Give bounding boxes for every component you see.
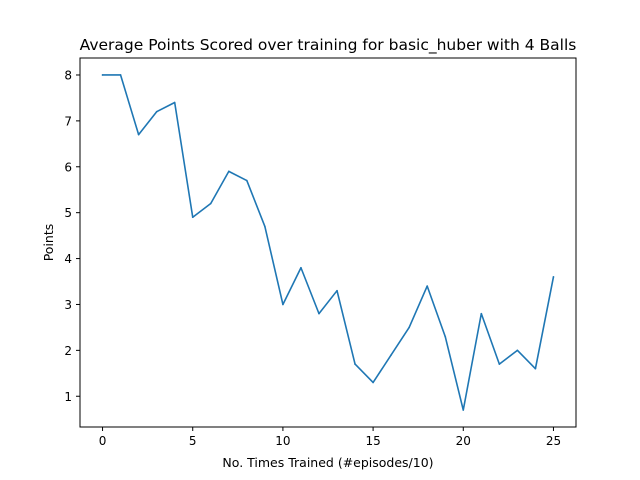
data-point xyxy=(282,303,284,306)
data-point xyxy=(246,179,248,182)
data-point xyxy=(444,335,447,338)
plot-area xyxy=(101,74,555,411)
data-point xyxy=(390,354,392,356)
y-axis-label: Points xyxy=(41,224,56,262)
series-line-0 xyxy=(101,74,555,411)
y-tick-label: 7 xyxy=(64,114,72,128)
data-point xyxy=(300,266,302,269)
data-point xyxy=(318,312,320,315)
x-tick-label: 20 xyxy=(456,434,471,448)
data-point xyxy=(101,74,104,76)
y-tick-label: 5 xyxy=(64,206,72,220)
axes-frame xyxy=(79,57,577,428)
chart-title: Average Points Scored over training for … xyxy=(80,36,577,55)
data-point xyxy=(228,170,230,173)
data-point xyxy=(552,276,555,278)
y-tick-label: 3 xyxy=(64,298,72,312)
data-point xyxy=(354,363,356,365)
data-point xyxy=(336,289,338,292)
data-point xyxy=(462,409,465,411)
x-axis-label: No. Times Trained (#episodes/10) xyxy=(222,455,433,470)
data-point xyxy=(498,363,501,365)
data-point xyxy=(191,216,194,219)
x-axis: 0 5 10 15 20 25 xyxy=(99,427,561,448)
x-tick-label: 5 xyxy=(189,434,197,448)
x-tick-label: 10 xyxy=(275,434,290,448)
data-point xyxy=(209,202,212,205)
data-point xyxy=(155,110,158,113)
data-point xyxy=(372,381,374,384)
data-point xyxy=(426,285,429,287)
y-tick-label: 6 xyxy=(64,160,72,174)
data-point xyxy=(264,225,266,228)
x-tick-label: 0 xyxy=(99,434,107,448)
y-tick-label: 2 xyxy=(64,344,72,358)
data-point xyxy=(408,326,410,329)
y-axis: 1 2 3 4 5 6 7 8 xyxy=(64,68,80,404)
y-tick-label: 4 xyxy=(64,252,72,266)
x-tick-label: 25 xyxy=(546,434,561,448)
data-point xyxy=(119,74,122,76)
x-tick-label: 15 xyxy=(365,434,380,448)
data-point xyxy=(516,349,519,352)
data-point xyxy=(137,133,140,136)
y-tick-label: 1 xyxy=(64,390,72,404)
data-point xyxy=(480,312,483,315)
data-point xyxy=(173,101,176,104)
y-tick-label: 8 xyxy=(64,68,72,82)
data-point xyxy=(534,367,537,370)
